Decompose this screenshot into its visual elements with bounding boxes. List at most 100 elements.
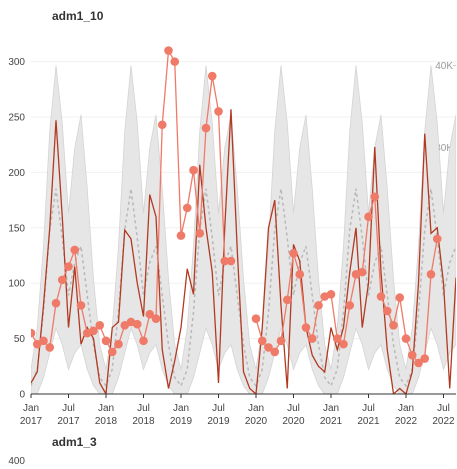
marker [301, 323, 311, 332]
marker [76, 301, 86, 310]
x-tick-label-part: Jul [287, 403, 300, 414]
marker [401, 334, 411, 343]
marker [39, 336, 48, 346]
x-tick-label-part: 2020 [245, 416, 268, 427]
y-tick-label: 250 [8, 113, 25, 124]
marker [182, 203, 192, 213]
marker [339, 339, 348, 349]
series-line [31, 109, 456, 394]
x-tick-label: Jul 2020 [282, 403, 305, 427]
marker [432, 234, 442, 244]
marker [89, 326, 98, 336]
y-tick-label: 400 [8, 456, 25, 467]
marker [332, 334, 342, 343]
marker [426, 270, 436, 279]
x-tick-label-part: Jul [137, 403, 150, 414]
marker [376, 292, 386, 301]
x-tick-label: Jul 2017 [57, 403, 80, 427]
x-tick-label-part: Jul [212, 403, 225, 414]
x-tick-label-part: Jul [362, 403, 375, 414]
marker [420, 354, 430, 363]
marker [295, 270, 305, 279]
marker [64, 262, 73, 271]
marker [226, 256, 236, 266]
marker [145, 309, 155, 319]
x-tick-label-part: 2018 [132, 416, 155, 427]
marker [57, 275, 67, 285]
x-tick-label: Jan 2022 [395, 403, 418, 427]
x-tick-label-part: Jan [173, 403, 189, 414]
marker [364, 212, 373, 222]
marker [257, 336, 267, 346]
y-tick-label: 0 [19, 390, 25, 401]
marker [201, 123, 211, 133]
series-line [31, 188, 456, 388]
marker [45, 343, 55, 352]
y-tick-label: 300 [8, 57, 25, 68]
marker [139, 336, 148, 346]
marker [314, 301, 323, 310]
x-tick-label-part: Jul [437, 403, 450, 414]
marker [70, 245, 80, 255]
marker [170, 57, 180, 66]
marker [151, 314, 161, 323]
marker [132, 319, 142, 329]
marker [264, 343, 273, 352]
x-tick-label-part: Jan [248, 403, 264, 414]
y2-tick-label: 40K [435, 61, 453, 72]
x-tick-label-part: 2021 [357, 416, 380, 427]
y-tick-label: 150 [8, 223, 25, 234]
marker [276, 336, 286, 346]
x-tick-label: Jan 2018 [95, 403, 118, 427]
x-tick-label-part: 2018 [95, 416, 118, 427]
x-tick-label-part: 2021 [320, 416, 343, 427]
marker [289, 248, 298, 258]
marker [214, 107, 223, 116]
x-tick-label-part: Jul [62, 403, 75, 414]
x-tick-label-part: Jan [323, 403, 339, 414]
x-tick-label-part: 2017 [20, 416, 43, 427]
marker [370, 192, 380, 202]
marker [282, 295, 292, 305]
marker [195, 229, 205, 238]
marker [326, 289, 336, 299]
marker [107, 347, 117, 357]
x-tick-label-part: 2019 [170, 416, 193, 427]
marker [101, 336, 111, 346]
x-tick-label: Jan 2020 [245, 403, 268, 427]
x-tick-label-part: 2022 [395, 416, 418, 427]
marker [270, 347, 280, 357]
chart-title: adm1_10 [52, 9, 104, 23]
marker [95, 321, 105, 330]
x-tick-label-part: 2019 [207, 416, 230, 427]
marker [307, 334, 317, 343]
y-tick-label: 200 [8, 168, 25, 179]
marker [164, 46, 173, 55]
marker [407, 350, 417, 360]
x-tick-label-part: Jan [98, 403, 114, 414]
y-tick-label: 50 [14, 334, 26, 345]
x-tick-label: Jan 2017 [20, 403, 43, 427]
marker [414, 358, 423, 368]
x-tick-label-part: 2020 [282, 416, 305, 427]
plot [31, 46, 456, 394]
y2-tick-label: 30K [435, 143, 453, 154]
marker [395, 293, 405, 302]
x-tick-label: Jul 2018 [132, 403, 155, 427]
marker [220, 256, 230, 266]
x-tick-label-part: Jan [398, 403, 414, 414]
x-tick-label: Jan 2019 [170, 403, 193, 427]
x-tick-label-part: 2017 [57, 416, 80, 427]
x-tick-label: Jul 2022 [432, 403, 455, 427]
marker [382, 306, 392, 316]
marker [157, 120, 167, 130]
marker [51, 298, 61, 308]
x-tick-label: Jul 2019 [207, 403, 230, 427]
marker [114, 339, 123, 349]
marker [31, 328, 36, 338]
marker [357, 267, 367, 277]
marker [207, 71, 217, 81]
chart-title: adm1_3 [52, 435, 97, 449]
